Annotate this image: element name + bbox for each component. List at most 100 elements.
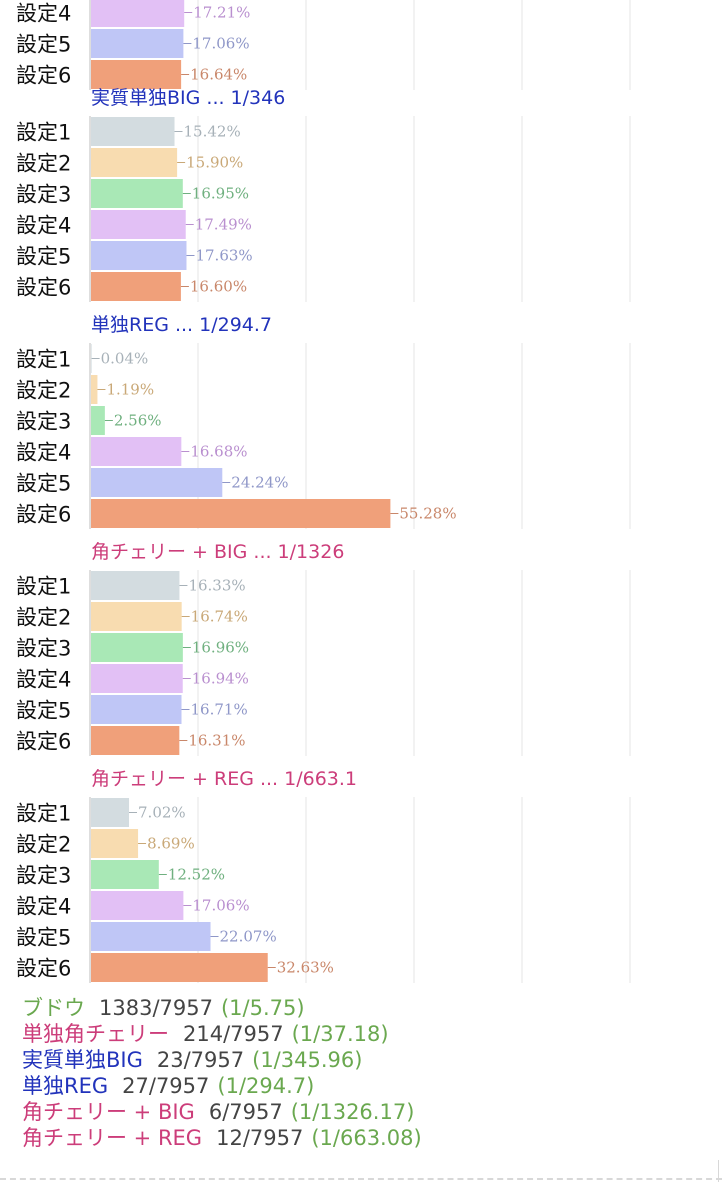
value-label: 16.95% (192, 185, 249, 203)
bar (91, 406, 105, 435)
chart-title: 角チェリー + REG ... 1/663.1 (91, 768, 357, 790)
value-label: 15.90% (186, 154, 243, 172)
bar (91, 829, 139, 858)
summary-count: 12/7957 (216, 1126, 304, 1150)
value-label: 1.19% (106, 381, 154, 399)
category-label: 設定1 (16, 575, 71, 599)
value-label: 17.21% (193, 4, 250, 22)
summary-line: ブドウ 1383/7957 (1/5.75) (22, 995, 712, 1021)
category-label: 設定4 (16, 441, 71, 465)
value-label: 16.68% (190, 443, 247, 461)
category-label: 設定2 (16, 152, 71, 176)
category-label: 設定4 (16, 214, 71, 238)
summary-line: 角チェリー + BIG 6/7957 (1/1326.17) (22, 1099, 712, 1125)
category-label: 設定5 (16, 472, 71, 496)
bar (91, 499, 391, 528)
bar (91, 664, 183, 693)
bar (91, 953, 268, 982)
chart-title: 角チェリー + BIG ... 1/1326 (91, 541, 344, 563)
chart-3: 単独REG ... 1/294.7 設定1 0.04% 設定2 1.19% 設定3 2.56… (16, 314, 631, 529)
bar (91, 210, 186, 239)
category-label: 設定2 (16, 833, 71, 857)
bar (91, 0, 185, 27)
summary-name: 角チェリー + REG (22, 1126, 203, 1150)
value-label: 22.07% (220, 928, 277, 946)
bar (91, 726, 180, 755)
value-label: 32.63% (277, 959, 334, 977)
category-label: 設定4 (16, 668, 71, 692)
category-label: 設定6 (16, 957, 71, 981)
summary-count: 23/7957 (156, 1048, 245, 1072)
summary-ratio: (1/5.75) (220, 996, 305, 1020)
category-label: 設定6 (16, 276, 71, 300)
category-label: 設定6 (16, 503, 71, 527)
footer-divider (0, 1178, 722, 1180)
bar (91, 891, 184, 920)
summary-count: 1383/7957 (99, 996, 213, 1020)
summary-count: 6/7957 (208, 1100, 283, 1124)
value-label: 16.60% (190, 278, 247, 296)
summary-ratio: (1/663.08) (311, 1126, 422, 1150)
summary-line: 角チェリー + REG 12/7957 (1/663.08) (22, 1125, 712, 1151)
category-label: 設定6 (16, 730, 71, 754)
value-label: 16.33% (188, 577, 245, 595)
bar (91, 571, 180, 600)
value-label: 17.06% (192, 897, 249, 915)
value-label: 16.31% (188, 732, 245, 750)
value-label: 0.04% (101, 350, 149, 368)
category-label: 設定5 (16, 245, 71, 269)
category-label: 設定1 (16, 121, 71, 145)
value-label: 8.69% (147, 835, 195, 853)
value-label: 16.94% (192, 670, 249, 688)
bar (91, 695, 182, 724)
category-label: 設定6 (16, 64, 71, 88)
value-label: 17.06% (192, 35, 249, 53)
chart-title: 単独REG ... 1/294.7 (91, 314, 272, 336)
chart-5: 角チェリー + REG ... 1/663.1 設定1 7.02% 設定2 8.69% 設… (16, 768, 631, 983)
bar (91, 860, 159, 889)
summary-ratio: (1/294.7) (217, 1074, 315, 1098)
category-label: 設定2 (16, 379, 71, 403)
bar (91, 344, 92, 373)
category-label: 設定3 (16, 410, 71, 434)
value-label: 55.28% (399, 505, 456, 523)
value-label: 7.02% (138, 804, 186, 822)
bar (91, 148, 178, 177)
summary-line: 単独REG 27/7957 (1/294.7) (22, 1073, 712, 1099)
summary-line: 単独角チェリー 214/7957 (1/37.18) (22, 1021, 712, 1047)
summary-ratio: (1/37.18) (291, 1022, 389, 1046)
category-label: 設定3 (16, 183, 71, 207)
chart-title: 実質単独BIG ... 1/346 (91, 87, 285, 109)
category-label: 設定3 (16, 864, 71, 888)
value-label: 24.24% (231, 474, 288, 492)
bar (91, 241, 187, 270)
category-label: 設定1 (16, 348, 71, 372)
category-label: 設定4 (16, 2, 71, 26)
bar (91, 272, 181, 301)
summary-name: 角チェリー + BIG (22, 1100, 195, 1124)
chart-2: 実質単独BIG ... 1/346 設定1 15.42% 設定2 15.90% 設定3 16… (16, 87, 631, 302)
summary-ratio: (1/345.96) (252, 1048, 363, 1072)
summary-count: 27/7957 (122, 1074, 210, 1098)
bar (91, 375, 98, 404)
bar (91, 179, 183, 208)
value-label: 16.64% (190, 66, 247, 84)
value-label: 16.74% (191, 608, 248, 626)
bar (91, 602, 182, 631)
value-label: 12.52% (168, 866, 225, 884)
bar (91, 117, 175, 146)
summary-name: 単独REG (22, 1074, 109, 1098)
bar (91, 437, 182, 466)
bar (91, 60, 182, 89)
category-label: 設定4 (16, 895, 71, 919)
summary-list: ブドウ 1383/7957 (1/5.75) 単独角チェリー 214/7957 (1/37… (22, 995, 712, 1151)
value-label: 17.63% (195, 247, 252, 265)
value-label: 2.56% (114, 412, 162, 430)
value-label: 17.49% (195, 216, 252, 234)
summary-count: 214/7957 (183, 1022, 284, 1046)
bar (91, 798, 130, 827)
summary-line: 実質単独BIG 23/7957 (1/345.96) (22, 1047, 712, 1073)
bar (91, 633, 183, 662)
footer-tick (718, 1160, 719, 1182)
category-label: 設定3 (16, 637, 71, 661)
